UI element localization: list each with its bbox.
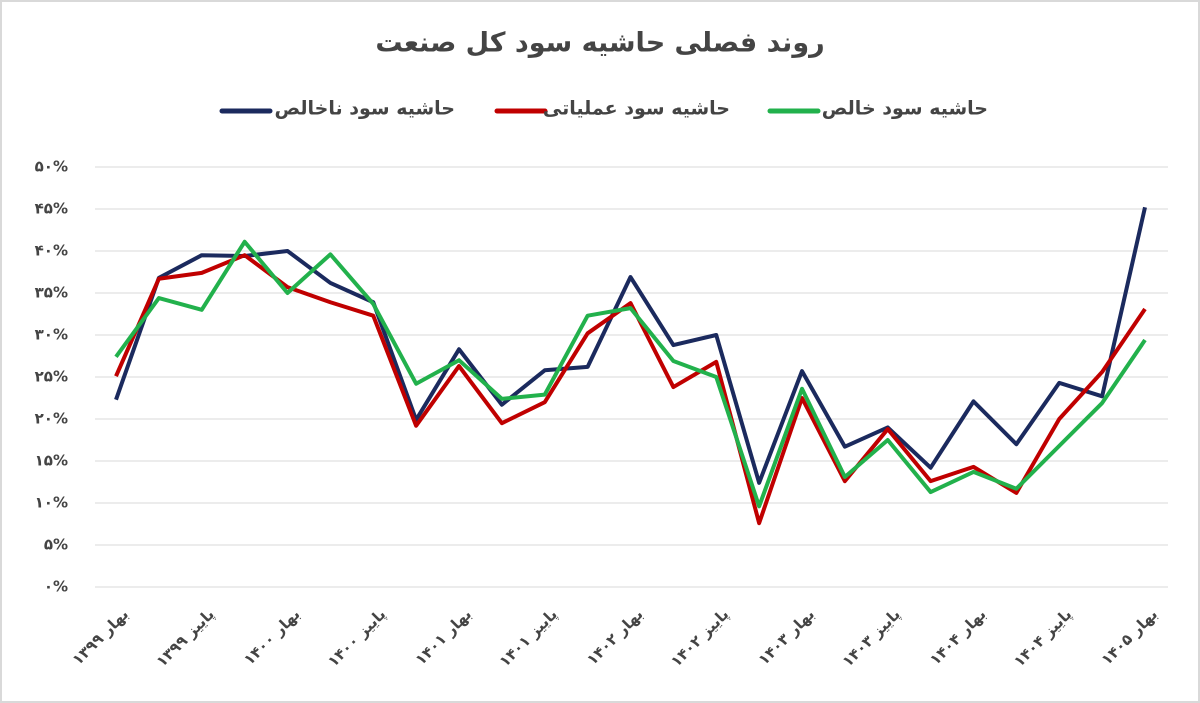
line-series: [114, 253, 1147, 526]
y-tick-label: ۵۰%: [35, 158, 68, 176]
y-tick-label: ۱۰%: [35, 494, 68, 512]
y-tick-label: ۰%: [44, 578, 68, 596]
chart-title: روند فصلی حاشیه سود کل صنعت: [375, 28, 824, 59]
y-tick-label: ۱۵%: [35, 452, 68, 470]
y-tick-label: ۴۰%: [35, 242, 68, 260]
line-series: [114, 239, 1147, 509]
y-tick-label: ۲۵%: [35, 368, 68, 386]
y-tick-label: ۳۰%: [35, 326, 68, 344]
y-tick-label: ۳۵%: [35, 284, 68, 302]
line-series: [114, 206, 1147, 485]
y-tick-label: ۲۰%: [35, 410, 68, 428]
y-tick-label: ۵%: [44, 536, 68, 554]
legend-label: حاشیه سود عملیاتی: [543, 98, 730, 120]
y-tick-label: ۴۵%: [35, 200, 68, 218]
legend-label: حاشیه سود ناخالص: [274, 98, 455, 120]
legend-label: حاشیه سود خالص: [822, 98, 988, 120]
